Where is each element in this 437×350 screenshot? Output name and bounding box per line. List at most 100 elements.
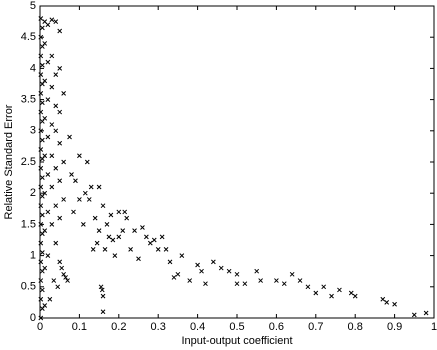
y-tick-label: 4 xyxy=(30,62,36,74)
point xyxy=(234,281,240,287)
x-tick-label: 0.1 xyxy=(72,321,87,333)
point xyxy=(226,268,232,274)
point xyxy=(53,128,59,134)
point xyxy=(59,265,65,271)
point xyxy=(38,53,44,59)
point xyxy=(73,178,78,184)
x-tick-label: 0.4 xyxy=(190,321,205,333)
point xyxy=(38,296,44,302)
point xyxy=(45,253,51,258)
point xyxy=(40,62,45,68)
point xyxy=(42,78,48,84)
point xyxy=(47,296,53,302)
point xyxy=(55,284,61,290)
point xyxy=(40,137,45,143)
point xyxy=(38,147,44,152)
point xyxy=(40,25,45,31)
point xyxy=(80,222,86,227)
point xyxy=(61,159,66,165)
point xyxy=(49,184,55,190)
point xyxy=(132,228,137,233)
point xyxy=(42,265,48,271)
point xyxy=(49,222,55,227)
point xyxy=(49,17,55,23)
point xyxy=(96,184,102,190)
point xyxy=(40,156,45,162)
point xyxy=(42,190,48,196)
point xyxy=(38,165,44,171)
point xyxy=(40,212,45,218)
point xyxy=(65,278,70,283)
point xyxy=(40,193,45,199)
point xyxy=(38,222,44,227)
point xyxy=(348,290,354,296)
x-tick-label: 0 xyxy=(37,321,43,333)
point xyxy=(411,312,417,318)
point xyxy=(234,271,240,277)
point xyxy=(167,259,173,265)
y-tick-label: 0 xyxy=(30,312,36,324)
point xyxy=(94,240,100,246)
point xyxy=(49,53,55,59)
point xyxy=(289,271,295,277)
x-tick-label: 0.6 xyxy=(269,321,284,333)
point xyxy=(384,300,390,305)
point xyxy=(281,281,287,287)
point xyxy=(352,293,358,299)
point xyxy=(77,153,82,159)
point xyxy=(88,184,94,190)
point xyxy=(96,228,102,233)
point xyxy=(45,172,51,177)
point xyxy=(38,203,44,209)
x-axis-label: Input-output coefficient xyxy=(181,335,292,347)
point xyxy=(423,310,429,316)
point xyxy=(67,134,72,140)
y-tick-label: 1.5 xyxy=(21,218,36,230)
point xyxy=(38,91,44,96)
y-tick-label: 2 xyxy=(30,187,36,199)
point xyxy=(61,91,66,96)
point xyxy=(211,259,216,265)
point xyxy=(42,153,48,159)
x-tick-label: 0.7 xyxy=(308,321,323,333)
point xyxy=(45,134,51,140)
point xyxy=(218,265,224,271)
point xyxy=(313,290,319,296)
point xyxy=(155,247,161,252)
x-tick-label: 1 xyxy=(431,321,437,333)
point xyxy=(40,287,45,293)
y-axis-label: Relative Standard Error xyxy=(3,104,15,219)
point xyxy=(42,115,48,121)
point xyxy=(163,247,169,252)
point xyxy=(61,271,66,277)
point xyxy=(321,284,327,290)
point xyxy=(82,190,88,196)
y-tick-label: 4.5 xyxy=(21,31,36,43)
point xyxy=(100,309,106,315)
x-tick-label: 0.9 xyxy=(387,321,402,333)
point xyxy=(305,284,311,290)
point xyxy=(45,97,51,102)
point xyxy=(57,66,63,71)
point xyxy=(147,240,153,246)
point xyxy=(38,72,44,77)
point xyxy=(40,250,45,255)
point xyxy=(329,293,334,299)
point xyxy=(195,262,200,268)
x-tick-label: 0.3 xyxy=(151,321,166,333)
y-tick-label: 0.5 xyxy=(21,281,36,293)
point xyxy=(187,278,193,283)
point xyxy=(297,278,303,283)
point xyxy=(124,215,130,221)
point xyxy=(159,234,165,240)
x-tick-label: 0.8 xyxy=(348,321,363,333)
point xyxy=(136,256,141,262)
point xyxy=(337,287,342,293)
point xyxy=(116,234,122,240)
point xyxy=(40,81,45,87)
point xyxy=(92,215,98,221)
point xyxy=(84,159,90,165)
point xyxy=(53,203,59,209)
x-tick-label: 0.5 xyxy=(229,321,244,333)
